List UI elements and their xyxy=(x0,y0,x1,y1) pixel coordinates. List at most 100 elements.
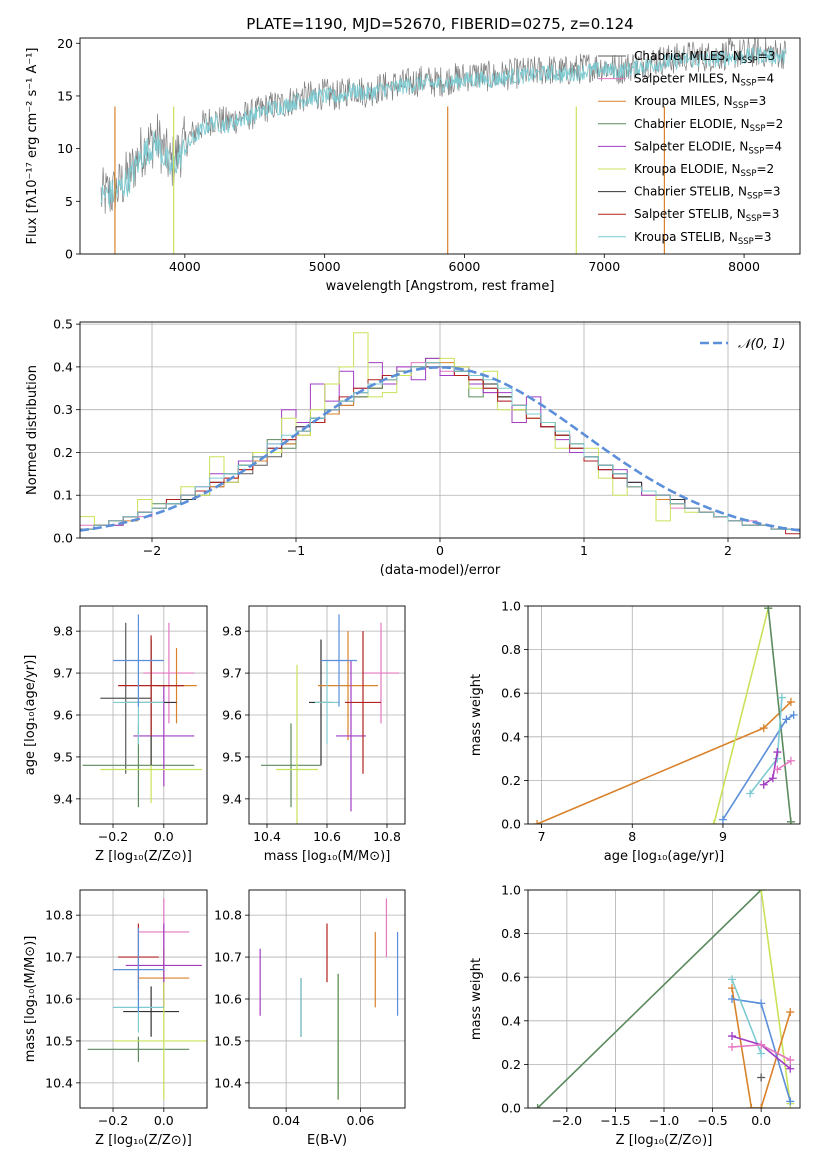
y-tick-label: 0.4 xyxy=(501,729,521,744)
age-vs-metallicity-panel: −0.2 0.0 9.4 9.5 9.6 9.7 9.8 Z [log₁₀(Z/Z⊙)] age… xyxy=(23,605,208,864)
weight-point-marker xyxy=(533,820,542,824)
x-axis-label: wavelength [Angstrom, rest frame] xyxy=(326,279,555,294)
plot-area xyxy=(533,606,798,824)
y-tick-label: 9.6 xyxy=(222,708,242,723)
y-tick-label: 10.4 xyxy=(214,1075,242,1090)
legend-label-tail: =4 xyxy=(764,139,782,153)
legend-label-sub: SSP xyxy=(748,146,764,156)
mass-vs-metallicity-panel: −0.2 0.0 10.4 10.5 10.6 10.7 10.8 Z [log₁₀(Z/Z⊙… xyxy=(23,889,208,1148)
x-tick-label: −0.5 xyxy=(697,1113,727,1128)
y-tick-label: 9.8 xyxy=(53,624,73,639)
x-axis-label: E(B-V) xyxy=(307,1133,347,1148)
weight-series-line xyxy=(731,987,792,1108)
histogram-series xyxy=(80,362,800,530)
x-axis-label: Z [log₁₀(Z/Z⊙)] xyxy=(95,1133,192,1148)
axes-frame xyxy=(79,605,208,825)
y-axis-label: Normed distribution xyxy=(25,365,40,495)
spectrum-model-line xyxy=(100,47,787,208)
y-tick-label: 0.4 xyxy=(501,1013,521,1028)
x-tick-label: −1.0 xyxy=(649,1113,679,1128)
weight-point-marker xyxy=(757,1040,766,1049)
y-tick-label: 10.8 xyxy=(45,908,73,923)
legend-label-sub: SSP xyxy=(746,214,762,224)
y-tick-label: 9.4 xyxy=(53,791,73,806)
x-tick-label: 6000 xyxy=(449,259,481,274)
weight-series-line xyxy=(536,701,792,824)
x-tick-label: 0.06 xyxy=(347,1113,375,1128)
weight-point-marker xyxy=(764,606,773,613)
y-axis-label: mass weight xyxy=(469,958,484,1040)
x-tick-label: 9 xyxy=(719,829,727,844)
weight-series-line xyxy=(760,890,792,1104)
x-tick-label: 4000 xyxy=(169,259,201,274)
legend-label: Chabrier ELODIE, NSSP=2 xyxy=(634,117,783,134)
plot-area xyxy=(80,332,800,535)
weight-point-marker xyxy=(728,975,736,984)
x-tick-label: 7000 xyxy=(588,259,620,274)
legend-label-tail: =3 xyxy=(758,49,776,63)
x-tick-label: −0.2 xyxy=(98,829,128,844)
weight-point-marker xyxy=(757,1049,766,1058)
y-tick-label: 0 xyxy=(65,247,73,262)
legend-label-sub: SSP xyxy=(733,101,749,111)
x-tick-label: 5000 xyxy=(309,259,341,274)
x-axis-label: (data-model)/error xyxy=(380,563,501,578)
massweight-vs-age-panel: 7 8 9 0.0 0.2 0.4 0.6 0.8 1.0 age [log₁₀(age/yr)]… xyxy=(469,599,801,864)
weight-point-marker xyxy=(728,1042,736,1051)
legend-label: Salpeter STELIB, NSSP=3 xyxy=(634,207,779,224)
legend-label: Kroupa ELODIE, NSSP=2 xyxy=(634,162,774,179)
massweight-vs-metallicity-panel: −2.0 −1.5 −1.0 −0.5 0.0 0.0 0.2 0.4 0.6 0.8 1.0 Z [… xyxy=(469,883,801,1148)
y-tick-label: 10.4 xyxy=(45,1075,73,1090)
y-tick-label: 0.8 xyxy=(501,642,521,657)
y-tick-label: 0.1 xyxy=(53,488,73,503)
x-tick-label: 0.0 xyxy=(154,1113,174,1128)
y-tick-label: 20 xyxy=(57,36,73,51)
figure-title: PLATE=1190, MJD=52670, FIBERID=0275, z=0… xyxy=(246,15,633,33)
legend-label-tail: =3 xyxy=(763,185,781,199)
plot-area xyxy=(259,898,399,1100)
plot-area xyxy=(261,614,399,824)
weight-point-marker xyxy=(533,1104,542,1108)
y-axis-label: mass weight xyxy=(469,674,484,756)
weight-point-marker xyxy=(718,815,727,824)
x-tick-label: 10.6 xyxy=(313,829,341,844)
legend-label-tail: =3 xyxy=(762,207,780,221)
axes-frame xyxy=(248,605,406,825)
y-tick-label: 9.7 xyxy=(222,666,242,681)
x-tick-label: 7 xyxy=(538,829,546,844)
axes-frame xyxy=(527,605,801,825)
y-tick-label: 9.5 xyxy=(222,749,242,764)
legend-label: Kroupa STELIB, NSSP=3 xyxy=(634,230,772,247)
x-tick-label: 0 xyxy=(436,543,444,558)
y-tick-label: 0.8 xyxy=(501,926,521,941)
legend-label-tail: =3 xyxy=(754,230,772,244)
y-tick-label: 9.8 xyxy=(222,624,242,639)
weight-series-line xyxy=(767,608,792,822)
y-axis-label: mass [log₁₀(M/M⊙)] xyxy=(23,936,38,1063)
y-tick-label: 0.0 xyxy=(53,531,73,546)
y-tick-label: 0.3 xyxy=(53,402,73,417)
x-tick-label: 0.04 xyxy=(272,1113,300,1128)
gaussian-curve xyxy=(80,366,800,532)
weight-point-marker xyxy=(757,999,766,1008)
weight-point-marker xyxy=(786,756,795,765)
x-tick-label: −2 xyxy=(143,543,161,558)
y-tick-label: 0.4 xyxy=(53,359,73,374)
weight-point-marker xyxy=(757,1073,766,1082)
x-tick-label: 10.8 xyxy=(373,829,401,844)
weight-point-marker xyxy=(759,724,768,733)
x-tick-label: −1.5 xyxy=(600,1113,630,1128)
weight-point-marker xyxy=(786,697,795,706)
y-axis-label: Flux [fλ10⁻¹⁷ erg cm⁻² s⁻¹ A⁻¹] xyxy=(25,48,40,245)
axes-frame xyxy=(79,321,801,539)
y-tick-label: 15 xyxy=(57,88,73,103)
plot-area xyxy=(87,898,207,1100)
legend-label: Salpeter MILES, NSSP=4 xyxy=(634,72,774,89)
weight-point-marker xyxy=(786,1056,795,1065)
y-tick-label: 10.5 xyxy=(45,1033,73,1048)
mass-vs-extinction-panel: 0.04 0.06 10.4 10.5 10.6 10.7 10.8 E(B-V) xyxy=(214,889,406,1148)
weight-point-marker xyxy=(746,789,755,798)
y-tick-label: 5 xyxy=(65,194,73,209)
spectrum-panel: 4000 5000 6000 7000 8000 0 5 10 15 20 wavelength [… xyxy=(25,36,801,294)
legend-label-sub: SSP xyxy=(750,124,766,134)
